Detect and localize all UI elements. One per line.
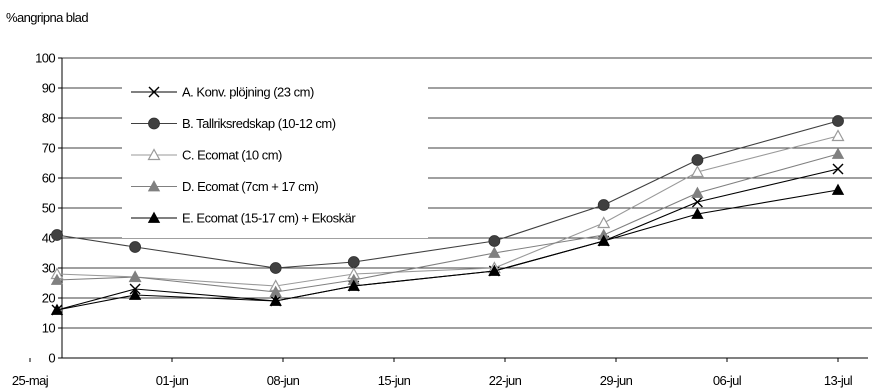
series-5 bbox=[50, 183, 845, 315]
series-2 bbox=[51, 115, 844, 274]
data-point bbox=[597, 234, 610, 246]
data-point bbox=[50, 303, 64, 315]
y-tick-label: 50 bbox=[42, 201, 56, 216]
x-tick-label: 25-maj bbox=[12, 373, 49, 388]
series-4 bbox=[50, 147, 845, 297]
legend-marker bbox=[148, 86, 160, 98]
y-axis-label: %angripna blad bbox=[6, 10, 88, 25]
data-point bbox=[691, 186, 704, 198]
data-point bbox=[51, 229, 63, 241]
series-line bbox=[56, 153, 839, 293]
legend-item-5: E. Ecomat (15-17 cm) + Ekoskär bbox=[131, 211, 357, 226]
legend-marker bbox=[147, 148, 161, 161]
x-tick-label: 06-jul bbox=[713, 373, 742, 388]
legend-label: E. Ecomat (15-17 cm) + Ekoskär bbox=[182, 211, 356, 226]
data-point bbox=[347, 279, 360, 291]
y-tick-label: 10 bbox=[42, 321, 56, 336]
legend-item-2: B. Tallriksredskap (10-12 cm) bbox=[131, 116, 336, 131]
legend: A. Konv. plöjning (23 cm) B. Tallriksreds… bbox=[122, 80, 428, 238]
data-point bbox=[690, 165, 704, 178]
data-point bbox=[831, 147, 845, 159]
data-point bbox=[128, 270, 142, 282]
legend-marker bbox=[147, 211, 161, 223]
y-tick-label: 20 bbox=[42, 291, 56, 306]
data-point bbox=[691, 207, 704, 219]
data-point bbox=[128, 288, 142, 300]
y-tick-label: 30 bbox=[42, 261, 56, 276]
data-point bbox=[832, 115, 844, 127]
series-line bbox=[56, 135, 839, 287]
series-line bbox=[56, 120, 839, 269]
data-point bbox=[831, 183, 845, 195]
legend-box bbox=[122, 80, 428, 238]
x-tick-label: 08-jun bbox=[267, 373, 300, 388]
legend-item-4: D. Ecomat (7cm + 17 cm) bbox=[131, 179, 319, 194]
x-tick-label: 15-jun bbox=[378, 373, 411, 388]
series-line bbox=[56, 189, 839, 311]
legend-marker bbox=[148, 117, 160, 130]
legend-label: B. Tallriksredskap (10-12 cm) bbox=[182, 116, 336, 131]
data-point bbox=[488, 235, 501, 247]
legend-item-1: A. Konv. plöjning (23 cm) bbox=[131, 85, 314, 100]
y-tick-label: 90 bbox=[42, 81, 56, 96]
y-tick-label: 80 bbox=[42, 111, 56, 126]
data-point bbox=[269, 294, 282, 306]
data-point bbox=[488, 264, 501, 276]
data-point bbox=[691, 154, 704, 166]
data-point bbox=[50, 273, 64, 285]
data-point bbox=[597, 216, 611, 229]
series-3 bbox=[50, 129, 845, 292]
x-tick-label: 29-jun bbox=[600, 373, 633, 388]
x-tick-label: 13-jul bbox=[824, 373, 853, 388]
data-point bbox=[831, 129, 845, 142]
x-tick-label: 01-jun bbox=[156, 373, 189, 388]
x-tick-label: 22-jun bbox=[489, 373, 522, 388]
data-point bbox=[832, 163, 844, 175]
legend-marker bbox=[147, 180, 161, 192]
series-layer bbox=[50, 115, 845, 316]
data-point bbox=[129, 241, 142, 253]
legend-label: D. Ecomat (7cm + 17 cm) bbox=[182, 179, 318, 194]
data-point bbox=[488, 246, 501, 258]
y-tick-label: 100 bbox=[35, 51, 55, 66]
data-point bbox=[269, 262, 282, 274]
legend-label: A. Konv. plöjning (23 cm) bbox=[182, 85, 314, 100]
legend-label: C. Ecomat (10 cm) bbox=[182, 148, 282, 163]
y-tick-label: 60 bbox=[42, 171, 56, 186]
y-tick-label: 70 bbox=[42, 141, 56, 156]
data-point bbox=[347, 256, 360, 268]
data-point bbox=[691, 196, 703, 208]
data-point bbox=[597, 199, 610, 211]
y-tick-label: 0 bbox=[48, 351, 55, 366]
legend-item-3: C. Ecomat (10 cm) bbox=[131, 148, 283, 163]
